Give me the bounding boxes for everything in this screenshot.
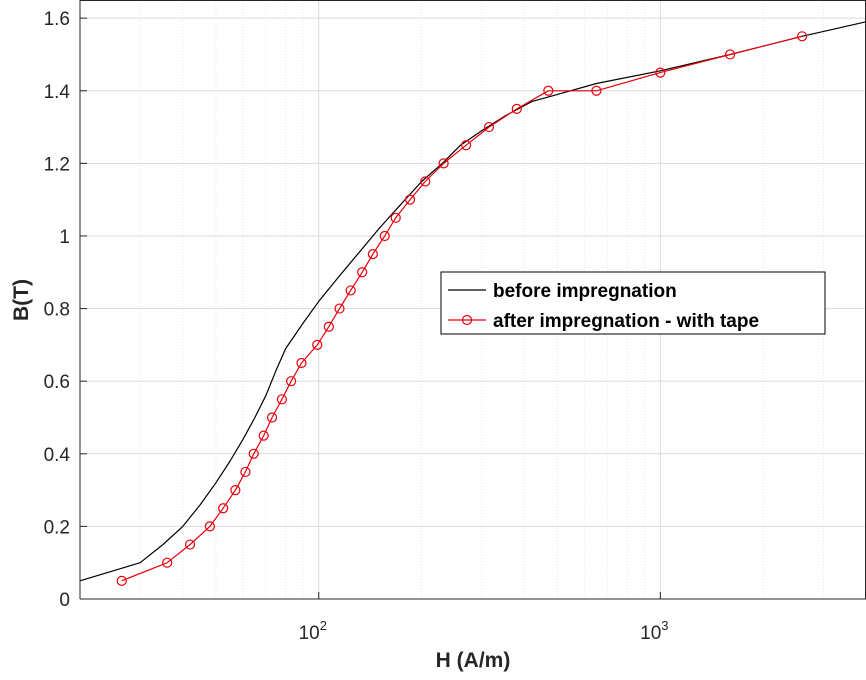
data-point [218, 503, 229, 514]
data-point [483, 121, 495, 133]
x-tick-label: 103 [640, 618, 668, 644]
data-point [511, 103, 522, 115]
data-point [240, 466, 251, 478]
y-tick-label: 0.8 [44, 300, 70, 321]
x-axis-label: H (A/m) [436, 649, 511, 672]
data-point [420, 176, 431, 187]
data-point [116, 575, 127, 586]
data-point [258, 430, 269, 441]
data-point [312, 339, 323, 350]
data-point [404, 194, 416, 205]
series-line-1 [121, 35, 803, 582]
data-point [230, 484, 241, 496]
data-point [276, 394, 287, 405]
series-layer [79, 21, 866, 586]
legend-marker-after [461, 314, 473, 326]
data-point [438, 158, 449, 169]
data-point [367, 249, 378, 260]
tick-labels: 0 0.2 0.4 0.6 0.8 1 1.2 1.4 1.6 102 103 [44, 9, 669, 644]
data-point [266, 412, 278, 423]
data-point [461, 140, 472, 151]
data-point [323, 321, 334, 332]
y-tick-label: 1 [59, 227, 70, 248]
data-point [296, 357, 307, 369]
y-tick-label: 1.4 [44, 82, 71, 103]
y-tick-label: 0.4 [44, 445, 71, 466]
legend-box [440, 271, 826, 335]
data-point [184, 539, 196, 550]
data-point [724, 49, 736, 60]
y-tick-label: 1.6 [44, 9, 70, 30]
legend: before impregnation after impregnation -… [440, 271, 826, 335]
data-point [286, 376, 297, 387]
data-point [162, 557, 173, 568]
x-tick-label: 102 [299, 618, 327, 644]
legend-label-after: after impregnation - with tape [493, 311, 759, 332]
data-point [345, 285, 356, 296]
data-point [204, 521, 215, 532]
y-tick-label: 1.2 [44, 154, 70, 175]
data-point [379, 230, 390, 242]
data-point [543, 85, 554, 96]
data-point [591, 85, 602, 96]
data-point [248, 448, 259, 459]
data-point [655, 67, 666, 78]
series-line-0 [79, 21, 866, 582]
data-point [357, 267, 368, 278]
data-point [334, 303, 345, 314]
y-tick-label: 0.6 [44, 372, 70, 393]
y-tick-label: 0 [59, 590, 70, 611]
y-tick-label: 0.2 [44, 517, 70, 538]
data-point [796, 31, 808, 42]
y-axis-label: B(T) [10, 279, 33, 321]
data-point [390, 212, 401, 223]
legend-label-before: before impregnation [493, 281, 677, 302]
